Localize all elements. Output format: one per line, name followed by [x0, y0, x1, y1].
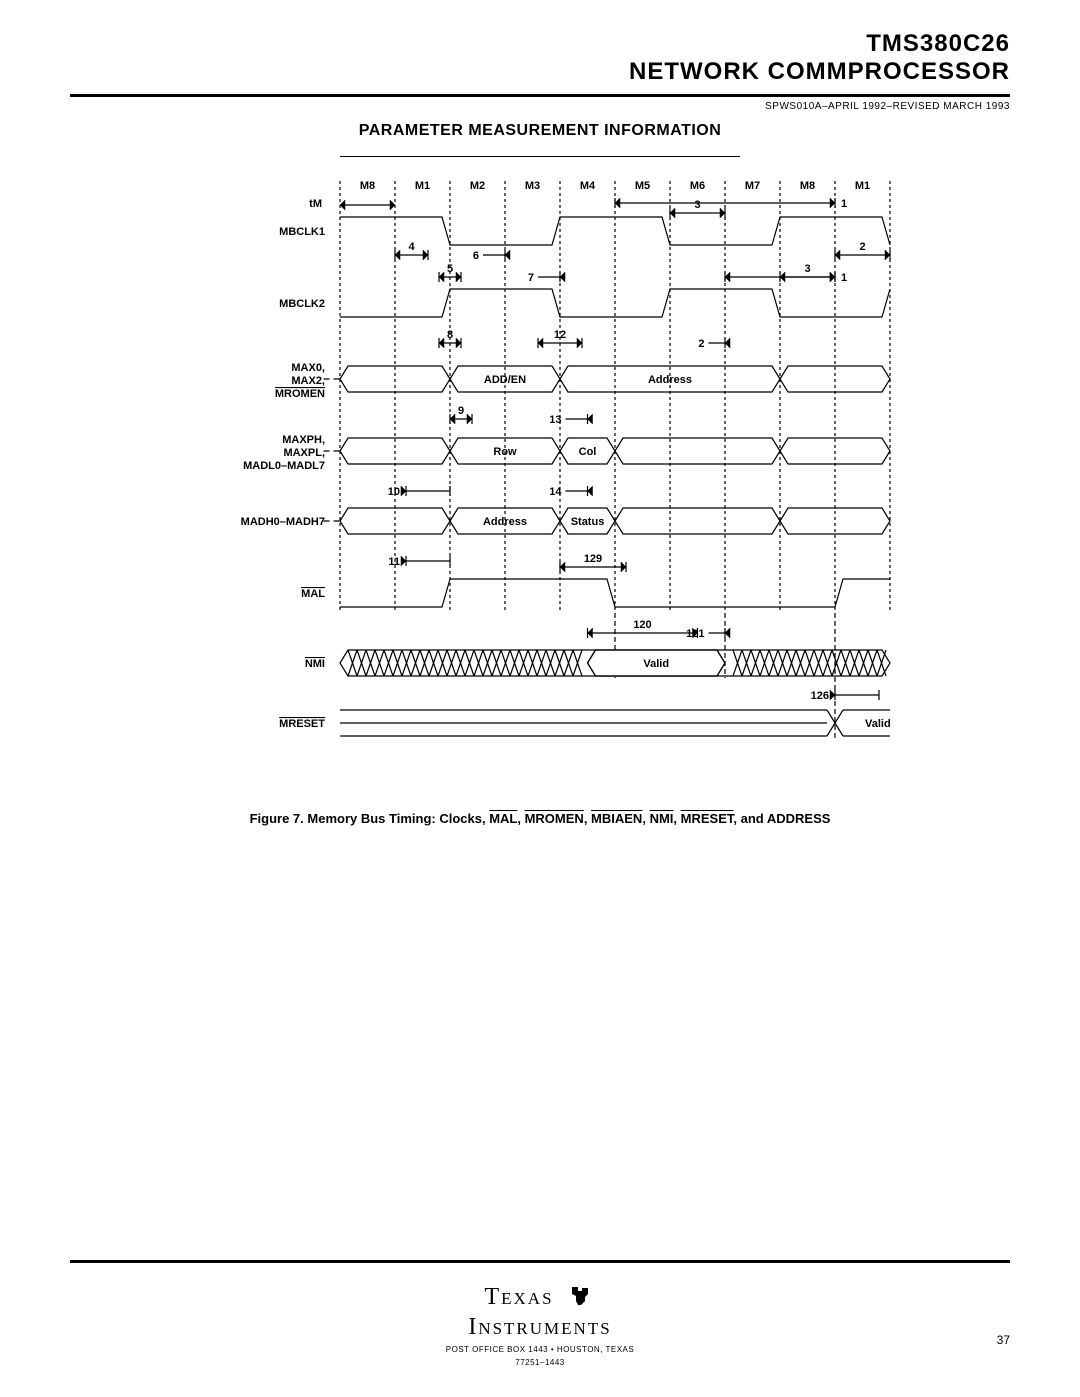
svg-text:MRESET: MRESET — [279, 718, 325, 730]
svg-text:MBCLK2: MBCLK2 — [279, 298, 325, 310]
svg-text:Valid: Valid — [865, 718, 891, 730]
svg-text:MADH0–MADH7: MADH0–MADH7 — [241, 516, 325, 528]
svg-text:M1: M1 — [415, 180, 430, 192]
page-number: 37 — [997, 1333, 1010, 1347]
svg-text:Address: Address — [648, 374, 692, 386]
ti-logo-icon — [568, 1283, 596, 1314]
svg-text:M1: M1 — [855, 180, 870, 192]
svg-text:Valid: Valid — [643, 658, 669, 670]
svg-text:4: 4 — [408, 241, 415, 253]
figure-caption: Figure 7. Memory Bus Timing: Clocks, MAL… — [70, 811, 1010, 826]
page-header: TMS380C26 NETWORK COMMPROCESSOR — [70, 30, 1010, 86]
svg-text:tM: tM — [309, 198, 322, 210]
svg-text:MAX2,: MAX2, — [291, 375, 325, 387]
svg-text:Col: Col — [579, 446, 597, 458]
ti-logo: Texas Instruments — [468, 1283, 611, 1341]
svg-text:Row: Row — [493, 446, 517, 458]
svg-text:MAX0,: MAX0, — [291, 362, 325, 374]
svg-text:MAXPL,: MAXPL, — [283, 447, 325, 459]
svg-text:2: 2 — [698, 338, 704, 350]
svg-text:121: 121 — [686, 628, 704, 640]
svg-text:NMI: NMI — [305, 658, 325, 670]
svg-text:M3: M3 — [525, 180, 540, 192]
svg-text:120: 120 — [633, 619, 651, 631]
svg-text:13: 13 — [549, 414, 561, 426]
page-footer: Texas Instruments POST OFFICE BOX 1443 •… — [0, 1260, 1080, 1367]
document-revision: SPWS010A–APRIL 1992–REVISED MARCH 1993 — [70, 101, 1010, 112]
timing-diagram-svg: M8M1M2M3M4M5M6M7M8M1tMMBCLK1MBCLK2MAX0,M… — [160, 173, 920, 793]
svg-text:129: 129 — [584, 553, 602, 565]
svg-text:11: 11 — [388, 556, 400, 568]
section-underline — [340, 156, 740, 157]
timing-diagram: M8M1M2M3M4M5M6M7M8M1tMMBCLK1MBCLK2MAX0,M… — [160, 173, 920, 793]
product-title: TMS380C26 — [70, 30, 1010, 58]
svg-text:Status: Status — [571, 516, 605, 528]
svg-text:126: 126 — [811, 690, 829, 702]
svg-text:12: 12 — [554, 329, 566, 341]
svg-text:10: 10 — [388, 486, 400, 498]
svg-text:Address: Address — [483, 516, 527, 528]
svg-text:M7: M7 — [745, 180, 760, 192]
svg-text:M6: M6 — [690, 180, 705, 192]
footer-rule — [70, 1260, 1010, 1263]
svg-text:ADD/EN: ADD/EN — [484, 374, 526, 386]
svg-text:3: 3 — [694, 199, 700, 211]
svg-text:M2: M2 — [470, 180, 485, 192]
ti-logo-bottom: Instruments — [468, 1314, 611, 1340]
svg-text:6: 6 — [473, 250, 479, 262]
svg-text:MAL: MAL — [301, 588, 325, 600]
svg-text:8: 8 — [447, 329, 453, 341]
footer-address-1: POST OFFICE BOX 1443 • HOUSTON, TEXAS — [0, 1345, 1080, 1354]
product-subtitle: NETWORK COMMPROCESSOR — [70, 58, 1010, 86]
svg-text:MBCLK1: MBCLK1 — [279, 226, 325, 238]
section-title: PARAMETER MEASUREMENT INFORMATION — [70, 122, 1010, 140]
svg-text:3: 3 — [804, 263, 810, 275]
footer-address-2: 77251–1443 — [0, 1358, 1080, 1367]
datasheet-page: TMS380C26 NETWORK COMMPROCESSOR SPWS010A… — [0, 0, 1080, 1397]
svg-text:1: 1 — [841, 272, 847, 284]
ti-logo-top: Texas — [484, 1284, 553, 1310]
svg-text:M8: M8 — [800, 180, 815, 192]
svg-text:MROMEN: MROMEN — [275, 388, 325, 400]
svg-text:MADL0–MADL7: MADL0–MADL7 — [243, 460, 325, 472]
svg-text:2: 2 — [859, 241, 865, 253]
svg-text:M5: M5 — [635, 180, 650, 192]
svg-text:14: 14 — [549, 486, 562, 498]
svg-text:1: 1 — [841, 198, 847, 210]
svg-text:MAXPH,: MAXPH, — [282, 434, 325, 446]
header-rule — [70, 94, 1010, 97]
svg-text:5: 5 — [447, 263, 453, 275]
svg-text:7: 7 — [528, 272, 534, 284]
svg-text:9: 9 — [458, 405, 464, 417]
svg-text:M8: M8 — [360, 180, 375, 192]
svg-text:M4: M4 — [580, 180, 596, 192]
